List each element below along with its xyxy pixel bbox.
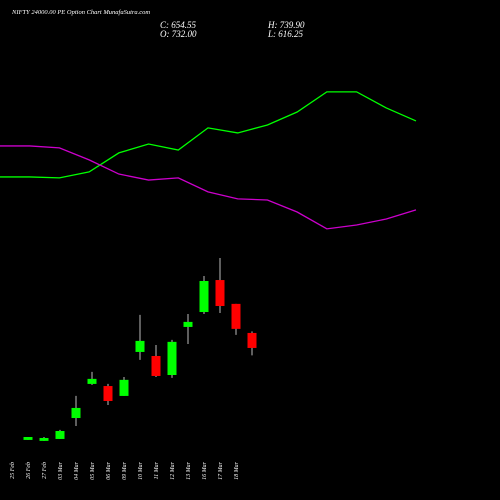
x-tick-label: 18 Mar [234,461,240,479]
candle-body [183,321,193,327]
x-tick-label: 05 Mar [90,461,96,479]
x-tick-label: 27 Feb [42,462,48,479]
candle-body [135,340,145,352]
candle-body [87,378,97,384]
chart-title: NIFTY 24000.00 PE Option Chart MunafaSut… [11,9,150,16]
candle-body [215,280,225,307]
summary-high: H: 739.90 [267,20,305,30]
candle-body [103,386,113,401]
x-tick-label: 06 Mar [106,461,112,479]
candle-body [247,332,257,348]
candle-body [119,379,129,396]
candle-body [231,303,241,329]
x-tick-label: 12 Mar [170,461,176,479]
candle-body [151,356,161,376]
x-tick-label: 11 Mar [154,461,160,479]
x-tick-label: 10 Mar [138,461,144,479]
x-tick-label: 04 Mar [73,461,80,479]
x-tick-label: 25 Feb [10,462,16,479]
indicator-line [0,145,417,230]
candle-body [23,437,33,440]
x-tick-label: 17 Mar [218,461,224,479]
candle-body [39,437,49,441]
x-tick-label: 26 Feb [26,462,32,479]
x-tick-label: 09 Mar [122,461,128,479]
candle-body [167,341,177,375]
x-tick-label: 16 Mar [202,461,208,479]
x-tick-label: 03 Mar [58,461,64,479]
summary-low: L: 616.25 [267,29,304,39]
candle-body [55,431,65,439]
summary-close: C: 654.55 [160,20,197,30]
indicator-line [0,91,417,179]
candle-body [199,281,209,313]
summary-open: O: 732.00 [160,29,197,39]
candle-body [71,407,81,419]
x-tick-label: 13 Mar [186,461,192,479]
